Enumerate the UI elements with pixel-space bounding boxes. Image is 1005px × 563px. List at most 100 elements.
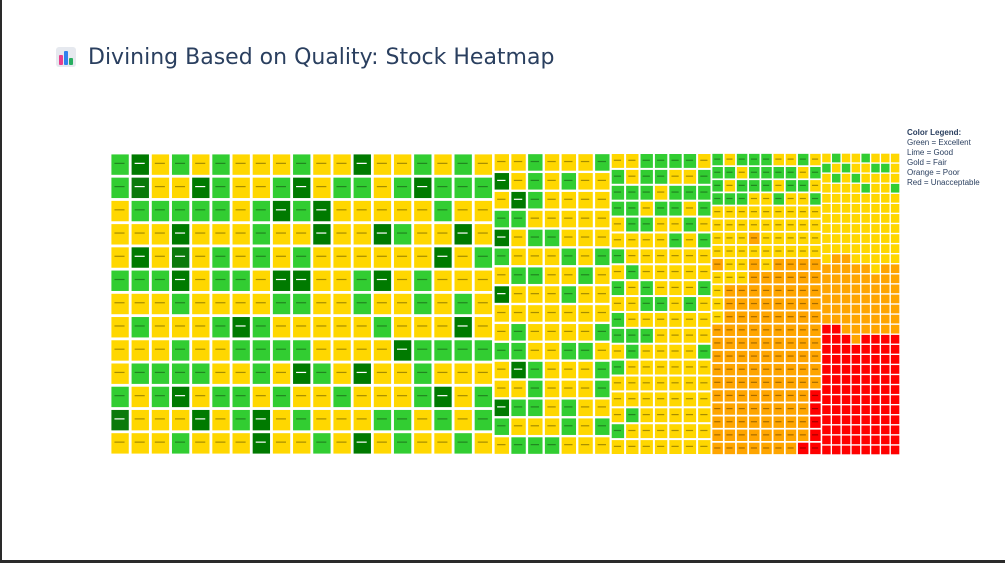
heatmap-cell[interactable] <box>640 217 653 232</box>
heatmap-cell[interactable] <box>683 154 697 168</box>
heatmap-cell[interactable] <box>494 437 510 454</box>
heatmap-cell[interactable] <box>871 324 880 334</box>
heatmap-cell[interactable] <box>683 440 697 454</box>
heatmap-cell[interactable] <box>773 442 784 455</box>
heatmap-cell[interactable] <box>151 317 170 338</box>
heatmap-cell[interactable] <box>232 386 250 408</box>
heatmap-cell[interactable] <box>797 258 809 271</box>
heatmap-cell[interactable] <box>561 361 577 379</box>
heatmap-cell[interactable] <box>611 376 625 391</box>
heatmap-cell[interactable] <box>841 173 851 183</box>
heatmap-cell[interactable] <box>171 317 190 338</box>
heatmap-cell[interactable] <box>773 377 784 389</box>
heatmap-cell[interactable] <box>272 177 291 199</box>
heatmap-cell[interactable] <box>861 153 870 163</box>
heatmap-cell[interactable] <box>724 258 736 271</box>
heatmap-cell[interactable] <box>578 380 593 398</box>
heatmap-cell[interactable] <box>333 433 351 454</box>
heatmap-cell[interactable] <box>595 191 610 209</box>
heatmap-cell[interactable] <box>393 409 412 431</box>
heatmap-cell[interactable] <box>773 429 784 442</box>
heatmap-cell[interactable] <box>773 298 784 310</box>
heatmap-cell[interactable] <box>851 173 861 183</box>
heatmap-cell[interactable] <box>131 224 149 245</box>
heatmap-cell[interactable] <box>272 154 291 175</box>
heatmap-cell[interactable] <box>698 217 711 232</box>
heatmap-cell[interactable] <box>528 380 543 398</box>
heatmap-cell[interactable] <box>414 386 432 408</box>
heatmap-cell[interactable] <box>736 377 748 389</box>
heatmap-cell[interactable] <box>881 344 890 354</box>
heatmap-cell[interactable] <box>654 344 668 359</box>
heatmap-cell[interactable] <box>736 285 748 297</box>
heatmap-cell[interactable] <box>578 173 593 190</box>
heatmap-cell[interactable] <box>797 298 809 310</box>
heatmap-cell[interactable] <box>654 265 668 280</box>
heatmap-cell[interactable] <box>736 311 748 323</box>
heatmap-cell[interactable] <box>373 177 392 199</box>
heatmap-cell[interactable] <box>454 293 472 315</box>
heatmap-cell[interactable] <box>528 154 543 171</box>
heatmap-cell[interactable] <box>232 177 250 199</box>
heatmap-cell[interactable] <box>669 265 682 280</box>
heatmap-cell[interactable] <box>832 324 841 334</box>
heatmap-cell[interactable] <box>822 395 831 404</box>
heatmap-cell[interactable] <box>578 229 593 247</box>
heatmap-cell[interactable] <box>832 405 841 415</box>
heatmap-cell[interactable] <box>544 380 560 398</box>
heatmap-cell[interactable] <box>724 232 736 245</box>
heatmap-cell[interactable] <box>749 403 760 415</box>
heatmap-cell[interactable] <box>773 390 784 402</box>
heatmap-cell[interactable] <box>881 224 890 233</box>
heatmap-cell[interactable] <box>611 392 625 407</box>
heatmap-cell[interactable] <box>712 311 723 323</box>
heatmap-cell[interactable] <box>881 254 890 264</box>
heatmap-cell[interactable] <box>131 363 149 384</box>
heatmap-cell[interactable] <box>797 245 809 258</box>
heatmap-cell[interactable] <box>640 249 653 264</box>
heatmap-cell[interactable] <box>841 395 851 404</box>
heatmap-cell[interactable] <box>861 405 870 415</box>
heatmap-cell[interactable] <box>822 234 831 243</box>
heatmap-cell[interactable] <box>511 173 526 190</box>
heatmap-cell[interactable] <box>393 154 412 175</box>
heatmap-cell[interactable] <box>353 386 371 408</box>
heatmap-cell[interactable] <box>434 386 452 408</box>
heatmap-cell[interactable] <box>640 185 653 200</box>
heatmap-cell[interactable] <box>293 409 311 431</box>
heatmap-cell[interactable] <box>890 193 900 203</box>
heatmap-cell[interactable] <box>724 403 736 415</box>
heatmap-cell[interactable] <box>698 328 711 343</box>
heatmap-cell[interactable] <box>822 405 831 415</box>
heatmap-cell[interactable] <box>626 265 639 280</box>
heatmap-cell[interactable] <box>841 274 851 284</box>
heatmap-cell[interactable] <box>785 337 797 350</box>
heatmap-cell[interactable] <box>841 425 851 435</box>
heatmap-cell[interactable] <box>749 245 760 258</box>
heatmap-cell[interactable] <box>434 154 452 175</box>
heatmap-cell[interactable] <box>393 433 412 454</box>
heatmap-cell[interactable] <box>712 324 723 336</box>
heatmap-cell[interactable] <box>293 363 311 384</box>
heatmap-cell[interactable] <box>494 229 510 247</box>
heatmap-cell[interactable] <box>578 437 593 454</box>
heatmap-cell[interactable] <box>131 409 149 431</box>
heatmap-cell[interactable] <box>881 375 890 384</box>
heatmap-cell[interactable] <box>881 395 890 404</box>
heatmap-cell[interactable] <box>511 437 526 454</box>
heatmap-cell[interactable] <box>561 380 577 398</box>
heatmap-cell[interactable] <box>654 185 668 200</box>
heatmap-cell[interactable] <box>871 183 880 193</box>
heatmap-cell[interactable] <box>373 154 392 175</box>
heatmap-cell[interactable] <box>797 193 809 205</box>
heatmap-cell[interactable] <box>761 232 772 245</box>
heatmap-cell[interactable] <box>654 281 668 296</box>
heatmap-cell[interactable] <box>712 232 723 245</box>
heatmap-cell[interactable] <box>393 386 412 408</box>
heatmap-cell[interactable] <box>373 200 392 222</box>
heatmap-cell[interactable] <box>698 424 711 439</box>
heatmap-cell[interactable] <box>724 245 736 258</box>
heatmap-cell[interactable] <box>881 355 890 364</box>
heatmap-cell[interactable] <box>544 191 560 209</box>
heatmap-cell[interactable] <box>393 177 412 199</box>
